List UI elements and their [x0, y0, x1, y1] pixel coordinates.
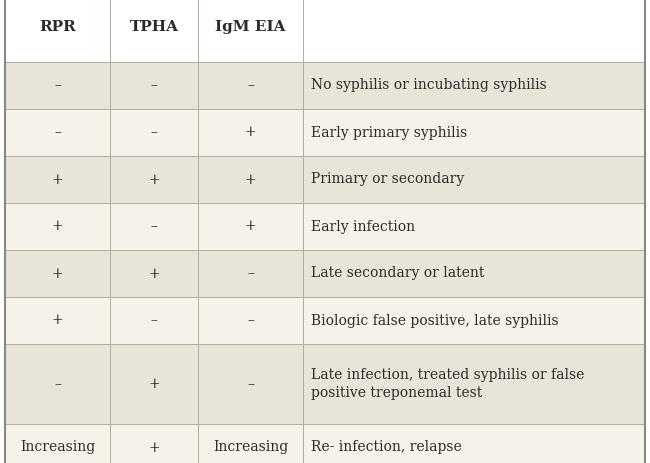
- Bar: [110, 203, 198, 250]
- Bar: [110, 250, 198, 297]
- Text: Early infection: Early infection: [311, 219, 415, 233]
- Bar: [5, 424, 110, 463]
- Bar: [110, 62, 198, 109]
- Bar: [110, 297, 198, 344]
- Bar: [303, 250, 645, 297]
- Bar: [5, 0, 110, 62]
- Bar: [110, 109, 198, 156]
- Text: –: –: [54, 125, 61, 139]
- Text: –: –: [151, 313, 157, 327]
- Bar: [110, 0, 198, 62]
- Text: +: +: [52, 219, 63, 233]
- Bar: [110, 156, 198, 203]
- Bar: [303, 109, 645, 156]
- Bar: [110, 424, 198, 463]
- Text: –: –: [151, 79, 157, 93]
- Bar: [303, 203, 645, 250]
- Text: –: –: [151, 125, 157, 139]
- Bar: [198, 344, 303, 424]
- Text: +: +: [244, 173, 256, 187]
- Text: +: +: [244, 125, 256, 139]
- Bar: [5, 250, 110, 297]
- Text: –: –: [54, 79, 61, 93]
- Bar: [5, 203, 110, 250]
- Text: No syphilis or incubating syphilis: No syphilis or incubating syphilis: [311, 79, 547, 93]
- Bar: [303, 344, 645, 424]
- Text: +: +: [52, 313, 63, 327]
- Text: +: +: [148, 267, 160, 281]
- Bar: [110, 344, 198, 424]
- Text: TPHA: TPHA: [129, 20, 179, 34]
- Bar: [5, 62, 110, 109]
- Text: +: +: [148, 440, 160, 455]
- Bar: [198, 156, 303, 203]
- Bar: [198, 109, 303, 156]
- Text: Increasing: Increasing: [213, 440, 288, 455]
- Bar: [198, 62, 303, 109]
- Text: –: –: [151, 219, 157, 233]
- Text: –: –: [247, 267, 254, 281]
- Bar: [303, 297, 645, 344]
- Text: –: –: [247, 79, 254, 93]
- Bar: [198, 0, 303, 62]
- Bar: [198, 203, 303, 250]
- Bar: [198, 250, 303, 297]
- Text: Re- infection, relapse: Re- infection, relapse: [311, 440, 462, 455]
- Text: –: –: [54, 377, 61, 391]
- Bar: [198, 297, 303, 344]
- Text: –: –: [247, 377, 254, 391]
- Text: Late infection, treated syphilis or false
positive treponemal test: Late infection, treated syphilis or fals…: [311, 368, 584, 400]
- Text: IgM EIA: IgM EIA: [215, 20, 286, 34]
- Bar: [303, 62, 645, 109]
- Text: +: +: [52, 267, 63, 281]
- Text: Biologic false positive, late syphilis: Biologic false positive, late syphilis: [311, 313, 558, 327]
- Bar: [303, 0, 645, 62]
- Text: –: –: [247, 313, 254, 327]
- Bar: [5, 344, 110, 424]
- Text: +: +: [244, 219, 256, 233]
- Text: Late secondary or latent: Late secondary or latent: [311, 267, 484, 281]
- Text: +: +: [148, 377, 160, 391]
- Text: +: +: [148, 173, 160, 187]
- Bar: [5, 156, 110, 203]
- Bar: [198, 424, 303, 463]
- Bar: [303, 156, 645, 203]
- Text: +: +: [52, 173, 63, 187]
- Text: RPR: RPR: [39, 20, 76, 34]
- Bar: [303, 424, 645, 463]
- Bar: [5, 109, 110, 156]
- Text: Primary or secondary: Primary or secondary: [311, 173, 464, 187]
- Text: Increasing: Increasing: [20, 440, 95, 455]
- Bar: [5, 297, 110, 344]
- Text: Early primary syphilis: Early primary syphilis: [311, 125, 467, 139]
